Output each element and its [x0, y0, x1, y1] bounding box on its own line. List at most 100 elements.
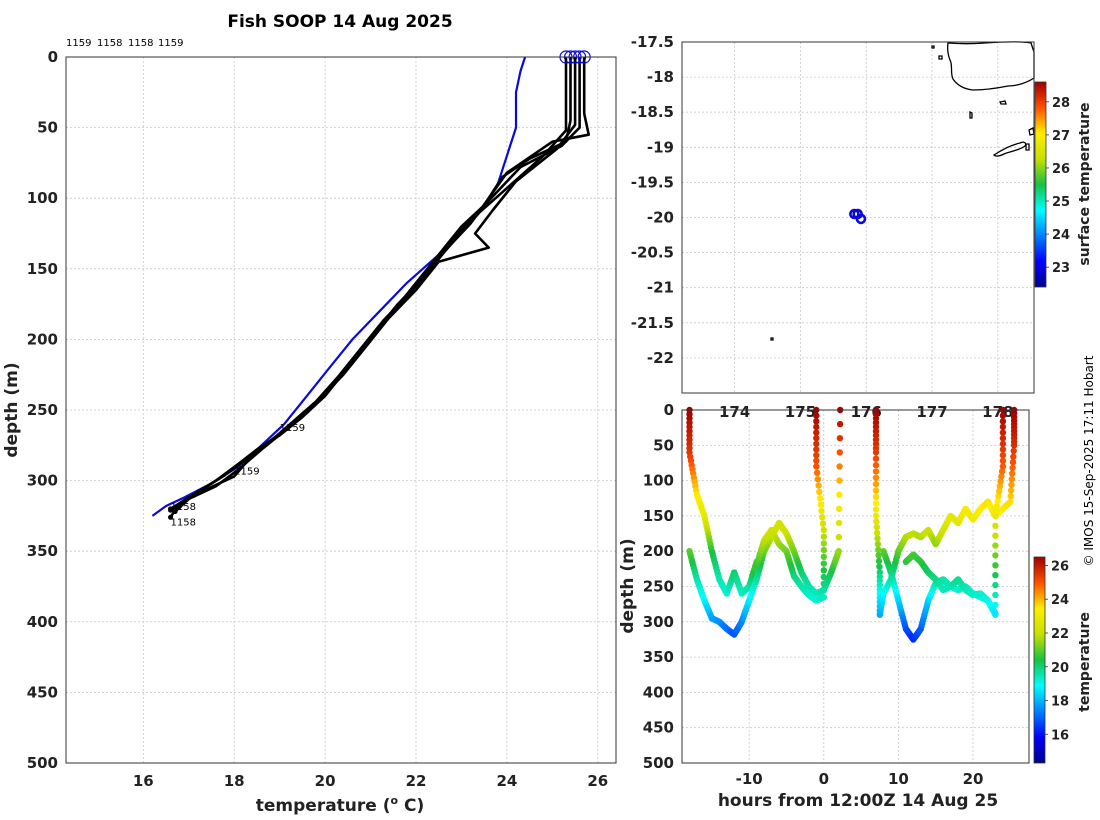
section-sample-point [1008, 476, 1015, 483]
section-x-tick-label: 20 [963, 770, 984, 788]
section-sample-point [992, 572, 999, 579]
section-sample-point [820, 560, 827, 567]
coastline-island-4 [999, 100, 1007, 105]
map-x-tick-label: 175 [785, 403, 816, 421]
coastline-island-9 [770, 337, 774, 341]
profile-y-tick-label: 100 [27, 189, 58, 207]
section-colorbar-tick-label: 18 [1051, 695, 1069, 710]
section-sample-point [820, 593, 827, 601]
profile-y-tick-label: 300 [27, 472, 58, 490]
section-sample-point [820, 553, 827, 560]
profile-y-tick-label: 150 [27, 260, 58, 278]
map-colorbar [1034, 81, 1047, 288]
section-x-tick-label: 10 [888, 770, 909, 788]
map-colorbar-tick-label: 25 [1052, 195, 1070, 210]
map-colorbar-tick-label: 28 [1052, 96, 1070, 111]
section-sample-point [819, 514, 826, 521]
coastline-main-island [946, 41, 1035, 91]
section-sample-point [813, 412, 820, 419]
section-sample-point [813, 463, 820, 470]
coastline-island-5 [1028, 127, 1035, 136]
map-panel: 174 175 176 177 178 -17.5-18-18.5-19-19.5-20… [631, 33, 1093, 421]
profile-y-tick-label: 350 [27, 542, 58, 560]
section-sample-point [818, 507, 825, 515]
section-y-axis-label: depth (m) [618, 538, 638, 633]
section-sample-point [992, 542, 999, 549]
x-axis-label-end: C) [398, 796, 424, 816]
section-sample-point [813, 457, 820, 464]
map-y-tick-label: -19.5 [631, 173, 674, 191]
coastline-island-6 [1025, 143, 1030, 151]
map-y-tick-label: -20.5 [631, 244, 674, 262]
section-sample-point [992, 512, 999, 520]
profile-x-tick-label: 26 [587, 772, 608, 790]
map-colorbar-label: surface temperature [1077, 102, 1093, 265]
section-sample-point [820, 526, 827, 534]
section-sample-point [992, 610, 999, 617]
section-sample-point [872, 493, 880, 500]
section-sample-point [874, 535, 881, 542]
section-sample-point [817, 501, 824, 508]
section-sample-point [820, 573, 827, 581]
section-sample-point [836, 463, 843, 470]
section-sample-point [999, 457, 1007, 464]
section-y-tick-label: 400 [643, 683, 674, 701]
section-colorbar [1033, 556, 1046, 764]
section-sample-point [836, 505, 843, 512]
profile-y-tick-label: 250 [27, 401, 58, 419]
section-sample-point [872, 500, 880, 507]
section-sample-point [994, 497, 1001, 505]
profile-line-1158 [169, 57, 581, 519]
section-panel: -10 0 10 20 050100150200250300350400450500 … [618, 401, 1093, 811]
section-sample-point [1007, 492, 1014, 500]
profile-top-label: 1159 [158, 38, 183, 49]
map-coastlines [770, 41, 1035, 341]
section-grid [682, 409, 1029, 764]
section-y-tick-label: 450 [643, 719, 674, 737]
section-sample-point [835, 533, 843, 541]
section-sample-point [872, 468, 880, 475]
map-y-tick-label: -22 [647, 349, 674, 367]
section-sample-point [813, 440, 820, 448]
section-sample-point [813, 452, 820, 459]
profile-y-tick-label: 400 [27, 613, 58, 631]
section-sample-point [995, 492, 1002, 500]
profile-x-tick-label: 24 [496, 772, 517, 790]
profile-top-label: 1159 [66, 38, 91, 49]
profile-top-labels: 1159 1158 1158 1159 [66, 38, 183, 49]
section-sample-point [1007, 498, 1014, 505]
section-colorbar-tick-label: 20 [1051, 661, 1069, 676]
section-y-tick-label: 100 [643, 472, 674, 490]
section-x-tick-label: 0 [819, 770, 829, 788]
section-sample-point [992, 562, 999, 569]
section-sample-point [875, 557, 883, 565]
section-sample-point [996, 488, 1003, 495]
section-sample-point [813, 435, 820, 442]
section-sample-point [996, 483, 1004, 490]
section-sample-point [872, 474, 880, 481]
section-sample-point [819, 520, 827, 527]
section-sample-point [835, 519, 843, 527]
map-y-tick-label: -19 [647, 138, 674, 156]
section-sample-point [820, 587, 827, 594]
section-sample-point [816, 495, 824, 502]
x-axis-label-sup: o [391, 794, 399, 807]
section-sample-point [992, 581, 999, 589]
profile-label: 1159 [280, 423, 305, 434]
section-sample-point [815, 482, 822, 489]
map-x-tick-label: 178 [982, 403, 1013, 421]
section-sample-point [998, 468, 1006, 475]
section-sample-point [872, 449, 880, 456]
section-y-tick-label: 300 [643, 613, 674, 631]
map-y-tick-label: -21.5 [631, 314, 674, 332]
profile-y-tick-label: 50 [37, 119, 58, 137]
profile-x-ticks: 16 18 20 22 24 26 [133, 772, 608, 790]
section-sample-point [873, 518, 880, 525]
profile-label: 1159 [234, 467, 259, 478]
profile-top-label: 1158 [97, 38, 122, 49]
section-sample-point [835, 548, 842, 555]
section-sample-point [1009, 459, 1017, 466]
section-colorbar-tick-label: 16 [1051, 728, 1069, 743]
map-colorbar-tick-label: 27 [1052, 129, 1070, 144]
